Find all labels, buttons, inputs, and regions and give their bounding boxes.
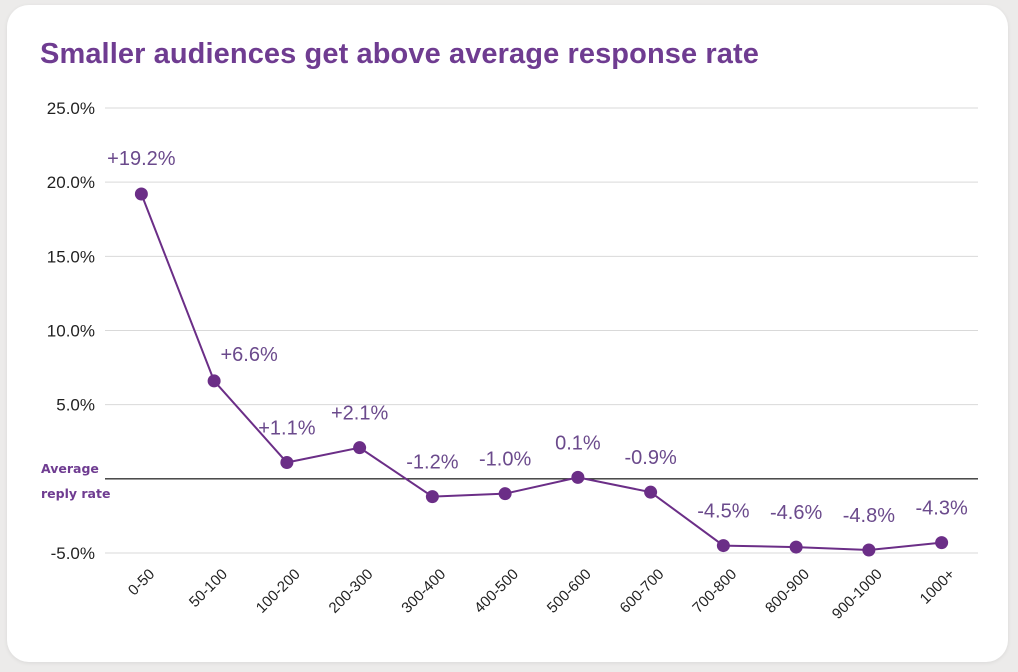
y-tick-label: 20.0% <box>47 173 95 192</box>
reference-label: reply rate <box>41 486 110 501</box>
data-label: -4.6% <box>770 502 822 524</box>
x-tick-label: 50-100 <box>186 566 231 611</box>
x-tick-label: 100-200 <box>253 566 304 617</box>
data-label: +1.1% <box>258 418 315 440</box>
data-point <box>935 536 949 550</box>
x-tick-label: 300-400 <box>398 566 449 617</box>
data-label: +19.2% <box>107 148 176 170</box>
x-tick-label: 400-500 <box>471 566 522 617</box>
y-tick-label: 10.0% <box>47 322 95 341</box>
x-tick-label: 0-50 <box>125 566 158 599</box>
data-label: -4.3% <box>916 498 968 520</box>
data-point <box>644 485 658 499</box>
reference-label: Average <box>41 461 99 476</box>
data-point <box>207 374 221 388</box>
x-tick-label: 700-800 <box>689 566 740 617</box>
data-label: +6.6% <box>220 344 277 366</box>
data-label: 0.1% <box>555 432 601 454</box>
data-point <box>280 456 294 470</box>
data-label: -4.5% <box>697 501 749 523</box>
x-tick-label: 900-1000 <box>829 566 886 623</box>
series-line <box>140 193 942 552</box>
data-point <box>498 487 512 501</box>
x-tick-label: 600-700 <box>616 566 667 617</box>
y-tick-label: -5.0% <box>51 544 95 563</box>
data-label: -1.2% <box>406 452 458 474</box>
data-point <box>571 470 585 484</box>
chart-title: Smaller audiences get above average resp… <box>40 38 759 70</box>
x-tick-label: 500-600 <box>544 566 595 617</box>
data-label: -4.8% <box>843 505 895 527</box>
data-point <box>134 187 148 201</box>
data-label: +2.1% <box>331 403 388 425</box>
data-point <box>862 543 876 557</box>
data-point <box>716 539 730 553</box>
x-tick-label: 1000+ <box>917 566 959 608</box>
data-point <box>353 441 367 455</box>
y-tick-label: 5.0% <box>56 396 95 415</box>
y-tick-label: 25.0% <box>47 99 95 118</box>
x-tick-label: 800-900 <box>762 566 813 617</box>
data-label: -1.0% <box>479 449 531 471</box>
data-label: -0.9% <box>625 447 677 469</box>
x-tick-label: 200-300 <box>325 566 376 617</box>
data-point <box>425 490 439 504</box>
y-tick-label: 15.0% <box>47 247 95 266</box>
data-point <box>789 540 803 554</box>
